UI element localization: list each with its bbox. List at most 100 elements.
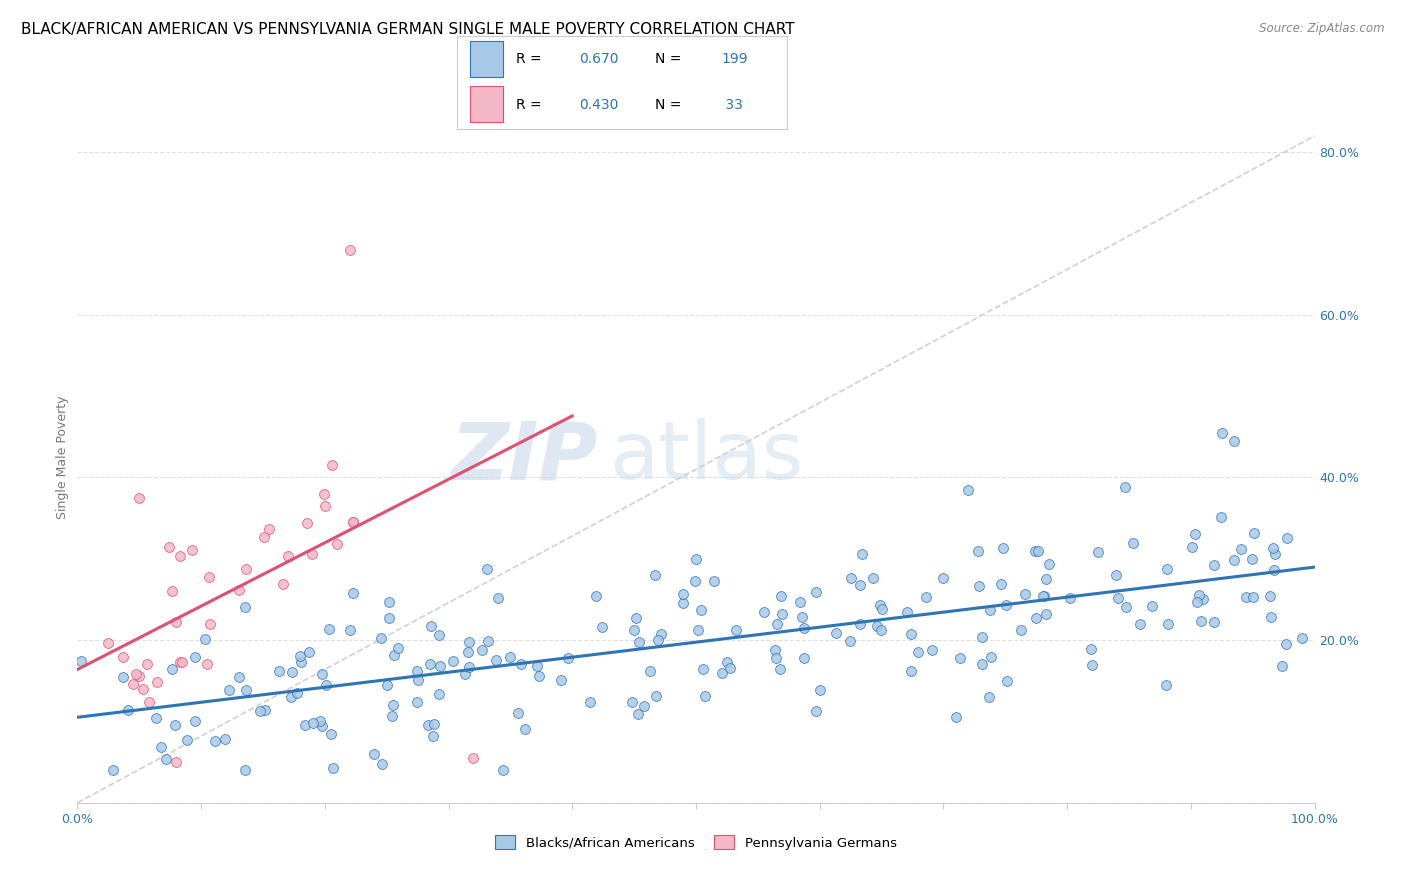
Point — [1014, 587, 1036, 601]
Text: R =: R = — [516, 52, 547, 66]
Point — [150, 740, 173, 755]
Point — [488, 591, 510, 605]
Point — [309, 714, 332, 728]
Point — [381, 698, 404, 712]
Point — [314, 500, 336, 514]
Point — [280, 690, 302, 705]
Point — [1271, 659, 1294, 673]
Point — [513, 722, 536, 736]
Point — [1240, 551, 1263, 566]
Point — [770, 589, 793, 603]
Point — [342, 515, 364, 529]
Point — [995, 673, 1018, 688]
Point — [790, 610, 813, 624]
Point — [672, 587, 695, 601]
Point — [342, 515, 364, 529]
Point — [420, 619, 443, 633]
Point — [184, 649, 207, 664]
Point — [1181, 540, 1204, 554]
Point — [1114, 480, 1136, 494]
Point — [979, 603, 1001, 617]
Point — [754, 605, 776, 619]
Point — [184, 714, 207, 728]
Point — [1156, 562, 1178, 576]
Point — [1243, 526, 1265, 541]
Point — [1258, 590, 1281, 604]
Point — [770, 607, 793, 622]
Point — [406, 665, 429, 679]
Point — [170, 655, 193, 669]
Point — [363, 747, 385, 761]
Point — [301, 547, 323, 561]
Point — [1032, 589, 1054, 603]
Point — [1154, 678, 1177, 692]
Text: BLACK/AFRICAN AMERICAN VS PENNSYLVANIA GERMAN SINGLE MALE POVERTY CORRELATION CH: BLACK/AFRICAN AMERICAN VS PENNSYLVANIA G… — [21, 22, 794, 37]
Point — [945, 710, 967, 724]
Point — [866, 619, 889, 633]
Point — [381, 708, 404, 723]
Text: atlas: atlas — [609, 418, 804, 496]
Point — [689, 602, 711, 616]
Point — [1115, 599, 1137, 614]
Point — [1080, 641, 1102, 656]
Point — [650, 627, 672, 641]
Point — [1263, 563, 1285, 577]
Point — [235, 764, 257, 778]
Point — [1024, 543, 1046, 558]
Point — [1025, 611, 1047, 625]
Point — [1059, 591, 1081, 605]
Point — [967, 544, 990, 558]
Point — [163, 718, 186, 732]
Point — [1081, 657, 1104, 672]
Point — [1261, 541, 1284, 555]
Point — [146, 675, 169, 690]
Point — [1157, 617, 1180, 632]
Point — [321, 761, 343, 775]
Point — [550, 673, 572, 688]
Point — [128, 669, 150, 683]
Point — [995, 598, 1018, 612]
Text: N =: N = — [655, 98, 686, 112]
Point — [290, 655, 312, 669]
Point — [235, 682, 257, 697]
Point — [1202, 615, 1225, 629]
Point — [685, 574, 707, 589]
Point — [1211, 425, 1233, 440]
Point — [370, 632, 392, 646]
Point — [200, 617, 222, 632]
Point — [155, 752, 177, 766]
Point — [1010, 623, 1032, 637]
Point — [972, 657, 994, 672]
Point — [288, 649, 311, 664]
Point — [228, 583, 250, 598]
Point — [180, 542, 202, 557]
Point — [1026, 544, 1049, 558]
Point — [620, 695, 643, 709]
Point — [1035, 607, 1057, 621]
Point — [1234, 590, 1257, 604]
Point — [949, 650, 972, 665]
Point — [194, 632, 217, 647]
Point — [769, 662, 792, 676]
Point — [195, 657, 218, 672]
Point — [169, 549, 191, 564]
Point — [458, 635, 481, 649]
Point — [311, 719, 333, 733]
Point — [112, 670, 135, 684]
Y-axis label: Single Male Poverty: Single Male Poverty — [56, 395, 69, 519]
Point — [342, 586, 364, 600]
Point — [862, 571, 884, 585]
FancyBboxPatch shape — [470, 41, 503, 77]
Point — [1243, 591, 1265, 605]
Point — [277, 549, 299, 564]
Point — [198, 569, 221, 583]
Point — [644, 567, 666, 582]
Point — [804, 584, 827, 599]
Point — [591, 620, 613, 634]
Point — [117, 703, 139, 717]
Point — [1202, 558, 1225, 572]
Point — [1087, 544, 1109, 558]
Point — [427, 628, 450, 642]
Point — [145, 710, 167, 724]
Point — [1140, 599, 1163, 613]
